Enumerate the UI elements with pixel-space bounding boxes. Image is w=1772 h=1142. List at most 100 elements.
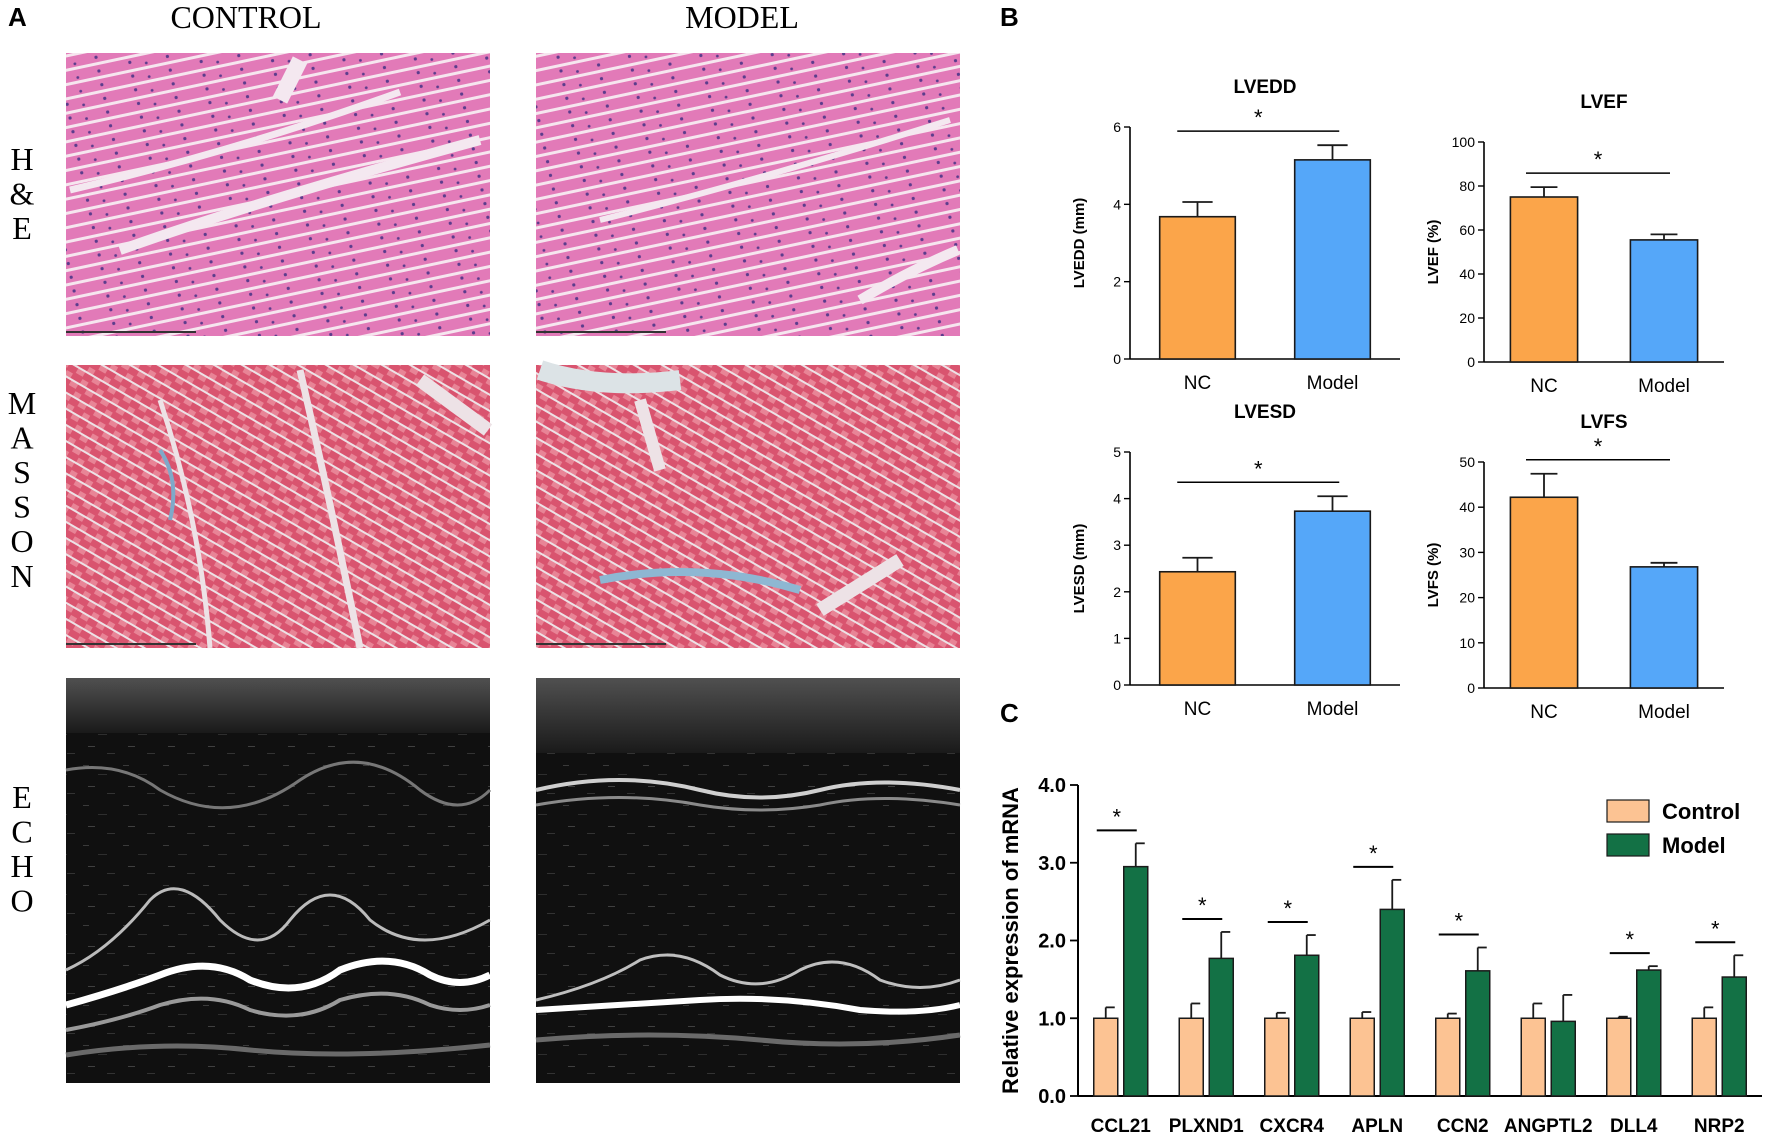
- x-tick-label: ANGPTL2: [1504, 1116, 1593, 1137]
- x-tick-label: PLXND1: [1169, 1116, 1244, 1137]
- row-label-char: M: [8, 385, 36, 421]
- bar-model: [1629, 239, 1699, 363]
- y-tick-label: 0: [1467, 680, 1475, 696]
- bar-model: [1636, 969, 1662, 1097]
- row-label-char: H: [10, 141, 33, 177]
- y-tick-label: 40: [1459, 266, 1475, 282]
- y-axis-label: LVEDD (mm): [1071, 198, 1088, 289]
- panel-letter-c: C: [1000, 698, 1019, 728]
- row-label-char: H: [10, 848, 33, 884]
- y-tick-label: 20: [1459, 590, 1475, 606]
- x-tick-label: Model: [1638, 376, 1690, 397]
- he-model-image: [536, 53, 960, 336]
- bar-model: [1208, 957, 1234, 1097]
- y-tick-label: 0.0: [1038, 1086, 1066, 1108]
- chart-lvesd: LVESD LVESD (mm) 0 1 2 3 4 5 NC Model *: [1071, 402, 1400, 720]
- significance-marker: *: [1112, 804, 1121, 829]
- row-label-char: &: [10, 176, 35, 212]
- y-tick-label: 2: [1113, 274, 1121, 290]
- y-tick-label: 4: [1113, 491, 1121, 507]
- x-tick-label: NC: [1530, 702, 1557, 723]
- row-label-char: E: [12, 210, 32, 246]
- y-axis-label: LVFS (%): [1425, 543, 1442, 608]
- bar-model: [1379, 908, 1405, 1097]
- significance-marker: *: [1594, 434, 1603, 459]
- masson-model-image: [536, 360, 960, 648]
- row-label-char: C: [11, 814, 32, 850]
- bar-model: [1550, 1020, 1576, 1097]
- significance-marker: *: [1254, 456, 1263, 481]
- y-tick-label: 6: [1113, 119, 1121, 135]
- bar-nc: [1509, 196, 1579, 363]
- x-tick-label: Model: [1307, 699, 1359, 720]
- y-tick-label: 0: [1467, 354, 1475, 370]
- x-tick-label: NC: [1184, 373, 1211, 394]
- bar-control: [1178, 1017, 1204, 1097]
- row-label-char: E: [12, 779, 32, 815]
- x-tick-label: Model: [1307, 373, 1359, 394]
- y-tick-label: 5: [1113, 444, 1121, 460]
- y-tick-label: 2: [1113, 584, 1121, 600]
- bar-model: [1293, 159, 1372, 360]
- echo-control-image: [65, 678, 492, 1083]
- legend-swatch-control: [1606, 799, 1650, 823]
- chart-title: LVFS: [1580, 412, 1627, 433]
- significance-marker: *: [1711, 916, 1720, 941]
- y-tick-label: 30: [1459, 544, 1475, 560]
- chart-title: LVEF: [1580, 92, 1627, 113]
- bar-model: [1721, 976, 1747, 1097]
- x-tick-label: CCL21: [1091, 1116, 1152, 1137]
- he-control-image: [66, 53, 490, 336]
- x-tick-label: NC: [1530, 376, 1557, 397]
- significance-marker: *: [1369, 841, 1378, 866]
- chart-lvedd: LVEDD LVEDD (mm) 0 2 4 6 NC Model *: [1071, 77, 1400, 394]
- x-tick-label: CCN2: [1437, 1116, 1489, 1137]
- y-tick-label: 0: [1113, 677, 1121, 693]
- bar-model: [1123, 865, 1149, 1097]
- y-tick-label: 3: [1113, 537, 1121, 553]
- significance-marker: *: [1254, 105, 1263, 130]
- y-tick-label: 3.0: [1038, 853, 1066, 875]
- y-axis-label: LVEF (%): [1425, 220, 1442, 285]
- row-label-char: O: [10, 883, 33, 919]
- echo-model-image: [535, 678, 961, 1083]
- legend-swatch-model: [1606, 833, 1650, 857]
- row-label-char: O: [10, 523, 33, 559]
- row-label-he: H & E: [10, 141, 35, 246]
- y-tick-label: 4.0: [1038, 775, 1066, 797]
- chart-title: LVESD: [1234, 402, 1296, 423]
- masson-control-image: [66, 365, 493, 649]
- significance-marker: *: [1283, 896, 1292, 921]
- bar-model: [1465, 970, 1491, 1097]
- bar-model: [1294, 954, 1320, 1097]
- bar-nc: [1158, 570, 1237, 686]
- bar-control: [1435, 1017, 1461, 1097]
- bar-nc: [1509, 496, 1579, 689]
- bar-nc: [1158, 215, 1237, 360]
- y-tick-label: 40: [1459, 499, 1475, 515]
- x-tick-label: NC: [1184, 699, 1211, 720]
- y-tick-label: 80: [1459, 178, 1475, 194]
- legend-label-model: Model: [1662, 833, 1726, 858]
- row-label-char: N: [10, 558, 33, 594]
- x-tick-label: Model: [1638, 702, 1690, 723]
- bar-control: [1093, 1017, 1119, 1097]
- significance-marker: *: [1594, 147, 1603, 172]
- legend-label-control: Control: [1662, 799, 1740, 824]
- y-tick-label: 1: [1113, 630, 1121, 646]
- y-tick-label: 0: [1113, 351, 1121, 367]
- y-tick-label: 20: [1459, 310, 1475, 326]
- bar-model: [1293, 510, 1372, 686]
- x-tick-label: DLL4: [1610, 1116, 1658, 1137]
- chart-lvfs: LVFS LVFS (%) 0 10 20 30 40 50 NC Model *: [1425, 412, 1724, 723]
- bar-control: [1520, 1017, 1546, 1097]
- significance-marker: *: [1198, 893, 1207, 918]
- chart-lvef: LVEF LVEF (%) 0 20 40 60 80 100 NC Model *: [1425, 92, 1724, 397]
- chart-title: LVEDD: [1234, 77, 1297, 98]
- y-axis-label: LVESD (mm): [1071, 524, 1088, 614]
- row-label-char: S: [13, 489, 31, 525]
